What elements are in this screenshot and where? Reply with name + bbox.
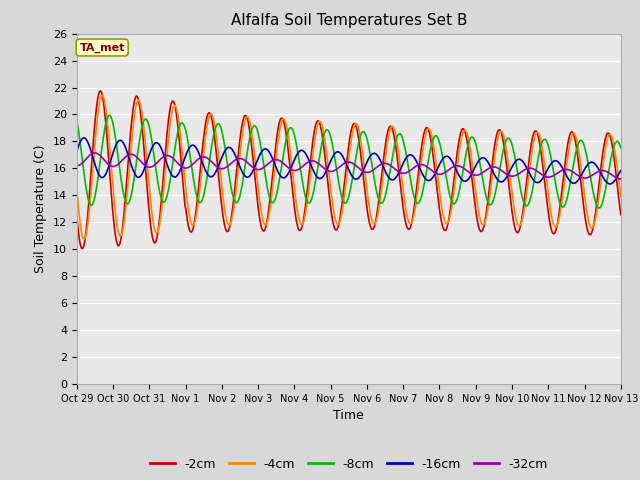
X-axis label: Time: Time: [333, 409, 364, 422]
Text: TA_met: TA_met: [79, 42, 125, 53]
Y-axis label: Soil Temperature (C): Soil Temperature (C): [35, 144, 47, 273]
Title: Alfalfa Soil Temperatures Set B: Alfalfa Soil Temperatures Set B: [230, 13, 467, 28]
Legend: -2cm, -4cm, -8cm, -16cm, -32cm: -2cm, -4cm, -8cm, -16cm, -32cm: [145, 453, 553, 476]
